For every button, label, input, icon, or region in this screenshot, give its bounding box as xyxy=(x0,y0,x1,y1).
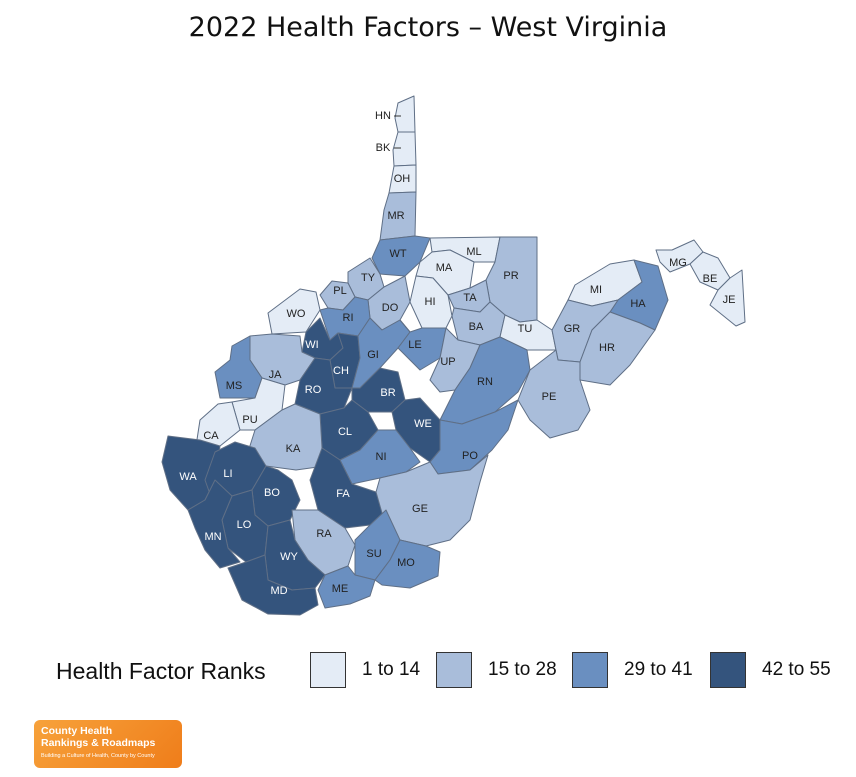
county-label-pe: PE xyxy=(542,391,557,403)
legend-label-1: 1 to 14 xyxy=(362,659,421,680)
logo-line-1: County Health xyxy=(41,725,113,737)
legend-swatch-3 xyxy=(572,652,608,688)
county-label-gr: GR xyxy=(564,323,581,335)
county-label-me: ME xyxy=(332,583,349,595)
county-label-ra: RA xyxy=(316,528,332,540)
county-label-mi: MI xyxy=(590,284,602,296)
county-label-je: JE xyxy=(723,294,736,306)
county-label-wi: WI xyxy=(305,339,318,351)
west-virginia-choropleth-map: HN BK OH MR WT ML MA PR TY PL DO HI TA WO RI BA TU MG BE JE… xyxy=(161,95,746,616)
county-label-lo: LO xyxy=(237,519,252,531)
county-label-ja: JA xyxy=(269,369,283,381)
legend-label-2: 15 to 28 xyxy=(488,659,557,680)
county-po xyxy=(429,399,519,475)
county-labels: HN BK OH MR WT ML MA PR TY PL DO HI TA WO RI BA TU MG BE JE… xyxy=(179,110,735,597)
county-label-br: BR xyxy=(380,387,395,399)
legend-swatch-1 xyxy=(310,652,346,688)
county-label-ba: BA xyxy=(469,321,484,333)
county-label-mn: MN xyxy=(204,531,221,543)
county-label-ri: RI xyxy=(343,312,354,324)
county-label-ch: CH xyxy=(333,365,349,377)
county-label-pl: PL xyxy=(333,285,346,297)
county-label-wa: WA xyxy=(179,471,197,483)
county-label-ty: TY xyxy=(361,272,376,284)
county-label-mo: MO xyxy=(397,557,415,569)
legend-swatch-2 xyxy=(436,652,472,688)
county-health-rankings-logo: County Health Rankings & Roadmaps Buildi… xyxy=(34,720,182,768)
county-label-ma: MA xyxy=(436,262,453,274)
county-me xyxy=(317,565,376,609)
county-label-su: SU xyxy=(366,548,381,560)
county-label-hi: HI xyxy=(425,296,436,308)
label-leaders xyxy=(394,115,401,149)
county-label-ni: NI xyxy=(376,451,387,463)
county-wt xyxy=(371,235,431,277)
map-title: 2022 Health Factors – West Virginia xyxy=(188,12,668,43)
legend-swatch-4 xyxy=(710,652,746,688)
county-md xyxy=(227,554,319,616)
county-label-le: LE xyxy=(408,339,421,351)
county-label-rn: RN xyxy=(477,376,493,388)
county-label-tu: TU xyxy=(518,323,533,335)
county-label-md: MD xyxy=(270,585,287,597)
county-label-we: WE xyxy=(414,418,432,430)
county-label-ca: CA xyxy=(203,430,219,442)
county-label-ms: MS xyxy=(226,380,243,392)
county-mn xyxy=(187,479,241,569)
county-label-ml: ML xyxy=(466,246,481,258)
county-label-wy: WY xyxy=(280,551,298,563)
county-label-mr: MR xyxy=(387,210,404,222)
legend-label-4: 42 to 55 xyxy=(762,659,831,680)
logo-tagline: Building a Culture of Health, County by … xyxy=(41,753,155,759)
county-label-up: UP xyxy=(440,356,455,368)
county-label-ta: TA xyxy=(463,292,477,304)
legend-label-3: 29 to 41 xyxy=(624,659,693,680)
county-label-ha: HA xyxy=(630,298,646,310)
county-label-ka: KA xyxy=(286,443,301,455)
county-label-fa: FA xyxy=(336,488,350,500)
county-hn xyxy=(394,95,416,133)
county-label-cl: CL xyxy=(338,426,352,438)
county-pe xyxy=(517,349,591,439)
county-label-bk: BK xyxy=(376,142,391,154)
county-bk xyxy=(392,131,417,167)
county-label-wo: WO xyxy=(287,308,306,320)
county-label-pu: PU xyxy=(242,414,257,426)
county-label-ro: RO xyxy=(305,384,322,396)
legend: Health Factor Ranks 1 to 14 15 to 28 29 … xyxy=(56,652,856,692)
county-label-pr: PR xyxy=(503,270,518,282)
county-label-oh: OH xyxy=(394,173,411,185)
county-label-li: LI xyxy=(223,468,232,480)
county-label-mg: MG xyxy=(669,257,687,269)
logo-line-2: Rankings & Roadmaps xyxy=(41,737,156,749)
county-label-po: PO xyxy=(462,450,478,462)
county-label-hr: HR xyxy=(599,342,615,354)
county-label-do: DO xyxy=(382,302,399,314)
county-label-bo: BO xyxy=(264,487,280,499)
county-label-be: BE xyxy=(703,273,718,285)
county-mo xyxy=(374,539,441,589)
county-label-wt: WT xyxy=(389,248,406,260)
county-je xyxy=(709,269,746,327)
county-hi xyxy=(409,275,453,329)
legend-title: Health Factor Ranks xyxy=(56,658,266,684)
county-label-hn: HN xyxy=(375,110,391,122)
county-label-gi: GI xyxy=(367,349,379,361)
county-label-ge: GE xyxy=(412,503,428,515)
counties-layer xyxy=(161,95,746,616)
